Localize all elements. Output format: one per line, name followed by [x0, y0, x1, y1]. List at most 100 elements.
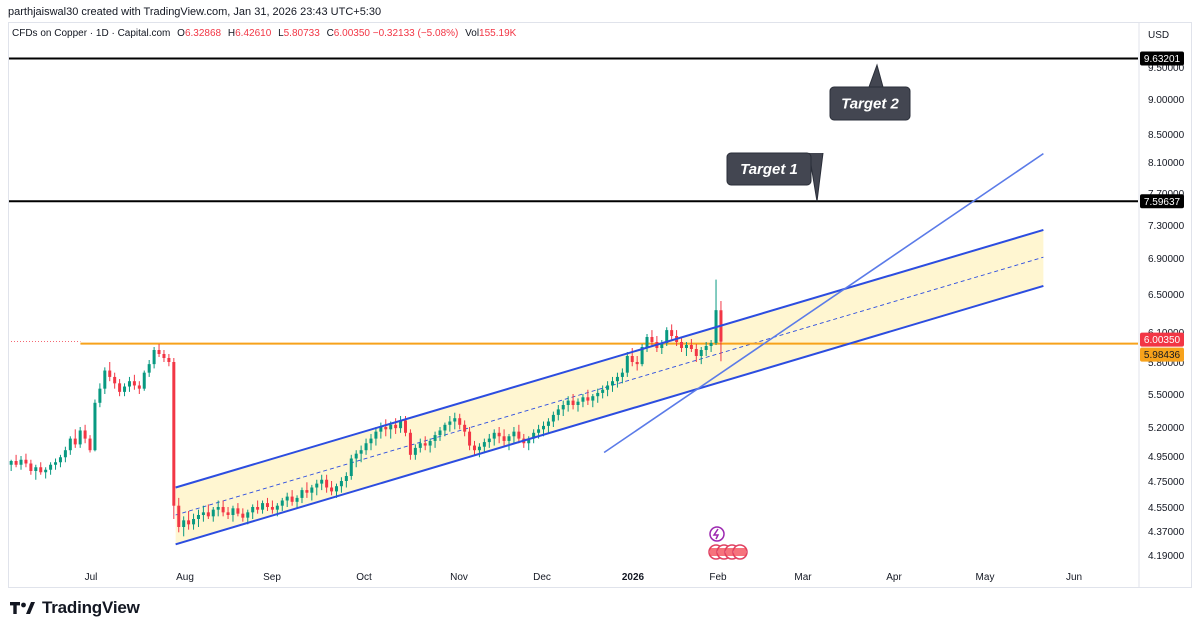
candle-body [704, 346, 708, 350]
candle-body [458, 418, 462, 425]
candle-body [497, 432, 501, 437]
candle-body [438, 430, 442, 436]
candle [581, 394, 585, 408]
candle [19, 456, 23, 470]
candle-body [473, 445, 477, 451]
candle-body [542, 425, 546, 430]
candle-body [231, 508, 235, 515]
candle-body [73, 438, 77, 445]
candle-body [591, 396, 595, 401]
candle-body [305, 490, 309, 493]
x-tick-label: Oct [356, 572, 372, 583]
symbol-name[interactable]: CFDs on Copper · 1D · Capital.com [12, 28, 171, 39]
candle [285, 492, 289, 507]
candle-body [527, 438, 531, 444]
candle-body [635, 362, 639, 365]
candle [93, 399, 97, 452]
candle [39, 462, 43, 475]
candle [443, 422, 447, 437]
candle-body [670, 330, 674, 336]
target-1-callout: Target 1 [726, 152, 824, 202]
candle [492, 429, 496, 446]
candle-body [463, 424, 467, 432]
candle [640, 344, 644, 367]
candle-body [280, 500, 284, 506]
target-2-label: Target 2 [841, 96, 899, 113]
candle-body [29, 463, 33, 471]
candle [127, 376, 131, 392]
candle-body [226, 512, 230, 515]
channel-lower-line [175, 284, 1044, 546]
candle-body [310, 487, 314, 493]
x-tick-label: 2026 [622, 572, 645, 583]
candle [408, 429, 412, 460]
y-tick-label: 5.20000 [1148, 423, 1185, 434]
candle [689, 339, 693, 352]
candle-body [246, 512, 250, 518]
candle [423, 436, 427, 451]
candle [63, 446, 67, 463]
x-tick-label: Aug [176, 572, 194, 583]
candle [226, 507, 230, 519]
candle [167, 354, 171, 367]
candle-body [123, 386, 127, 392]
tradingview-footer[interactable]: TradingView [10, 598, 140, 618]
candle [162, 350, 166, 362]
candle-body [359, 450, 363, 454]
candle [216, 500, 220, 517]
candle [566, 396, 570, 412]
candle [399, 416, 403, 433]
x-tick-label: Jun [1066, 572, 1082, 583]
candle [620, 368, 624, 384]
candle-body [660, 343, 664, 348]
candle-body [187, 520, 191, 525]
high-label: H [227, 28, 236, 39]
candle-body [512, 431, 516, 437]
tradingview-brand: TradingView [42, 598, 140, 617]
candle [413, 444, 417, 460]
candle [487, 433, 491, 448]
candle-body [167, 358, 171, 362]
candle [152, 347, 156, 369]
candle-body [443, 424, 447, 431]
candle [172, 358, 176, 519]
price-label-text: 5.98436 [1144, 350, 1181, 361]
candle [211, 507, 215, 522]
y-tick-label: 4.75000 [1148, 477, 1185, 488]
candle-body [103, 370, 107, 389]
candle [157, 344, 161, 357]
candle [359, 445, 363, 463]
y-tick-label: 4.55000 [1148, 503, 1185, 514]
candle-body [625, 356, 629, 373]
candle [453, 412, 457, 430]
candle [98, 383, 102, 408]
candle-body [118, 383, 122, 392]
candle [670, 324, 674, 340]
candle-body [270, 507, 274, 510]
candle-body [152, 350, 156, 365]
candle [364, 438, 368, 455]
candle [601, 385, 605, 399]
candle [349, 454, 353, 480]
candle [265, 497, 269, 511]
candle-body [261, 503, 265, 510]
currency-label[interactable]: USD [1148, 30, 1170, 41]
candle-body [389, 424, 393, 430]
candle [517, 424, 521, 444]
candle-body [251, 507, 255, 513]
volume-label: Vol [465, 28, 480, 39]
candle [295, 495, 299, 509]
candle [473, 440, 477, 455]
candle [44, 467, 48, 479]
y-tick-label: 6.50000 [1148, 290, 1185, 301]
candle-body [689, 345, 693, 349]
candle [177, 497, 181, 533]
candle [270, 500, 274, 514]
candle [118, 379, 122, 397]
candle [9, 459, 13, 471]
x-tick-label: Sep [263, 572, 281, 583]
candle-body [147, 364, 151, 373]
candle [68, 436, 72, 455]
y-tick-label: 9.50000 [1148, 63, 1185, 74]
